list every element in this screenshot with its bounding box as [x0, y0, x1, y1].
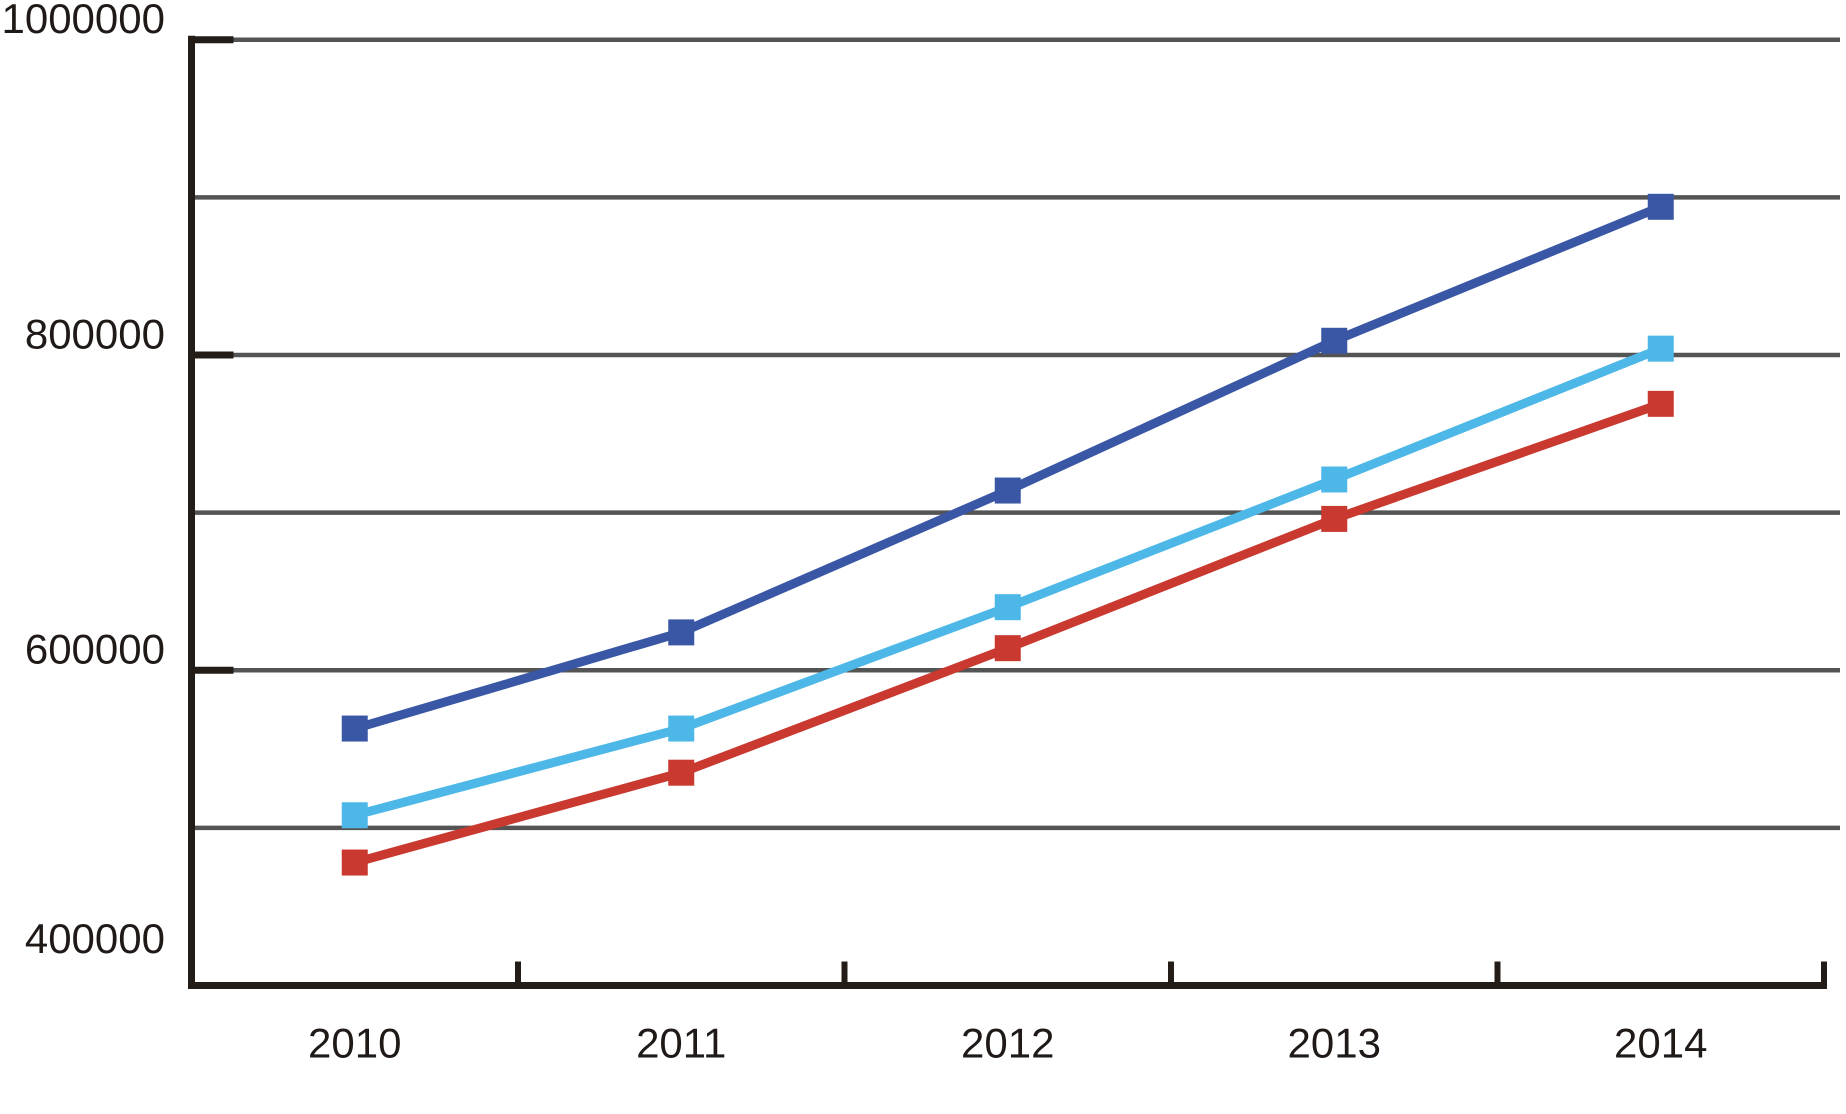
- x-tick-label: 2011: [636, 1020, 726, 1067]
- marker-dark-blue-2013: [1321, 327, 1348, 354]
- x-tick-label: 2012: [961, 1020, 1054, 1067]
- marker-red-2014: [1647, 390, 1674, 417]
- marker-light-blue-2011: [668, 715, 695, 742]
- marker-red-2013: [1321, 505, 1348, 532]
- x-tick-label: 2014: [1614, 1020, 1707, 1067]
- series-dark-blue: [341, 193, 1674, 742]
- x-tick-label: 2013: [1288, 1020, 1381, 1067]
- x-axis-labels: 2010 2011 2012 2013 2014: [308, 1020, 1707, 1067]
- y-tick-label: 1000000: [1, 0, 165, 42]
- marker-red-2010: [341, 849, 368, 876]
- marker-dark-blue-2014: [1647, 193, 1674, 220]
- series-line-red: [353, 399, 1663, 867]
- x-tick-label: 2010: [308, 1020, 401, 1067]
- y-axis-labels: 1000000 800000 600000 400000: [1, 0, 165, 962]
- marker-light-blue-2014: [1647, 335, 1674, 362]
- marker-light-blue-2012: [994, 594, 1021, 621]
- y-tick-label: 800000: [25, 310, 165, 357]
- series-light-blue: [341, 335, 1674, 829]
- marker-light-blue-2013: [1321, 466, 1348, 493]
- gridlines: [191, 37, 1840, 831]
- marker-dark-blue-2011: [668, 619, 695, 646]
- marker-dark-blue-2010: [341, 715, 368, 742]
- y-tick-label: 400000: [25, 915, 165, 962]
- y-tick-label: 600000: [25, 626, 165, 673]
- marker-red-2011: [668, 759, 695, 786]
- marker-red-2012: [994, 635, 1021, 662]
- marker-light-blue-2010: [341, 802, 368, 829]
- series-line-light-blue: [353, 344, 1663, 820]
- series-lines: [341, 193, 1674, 876]
- series-red: [341, 390, 1674, 876]
- axes: [188, 35, 1827, 989]
- marker-dark-blue-2012: [994, 477, 1021, 504]
